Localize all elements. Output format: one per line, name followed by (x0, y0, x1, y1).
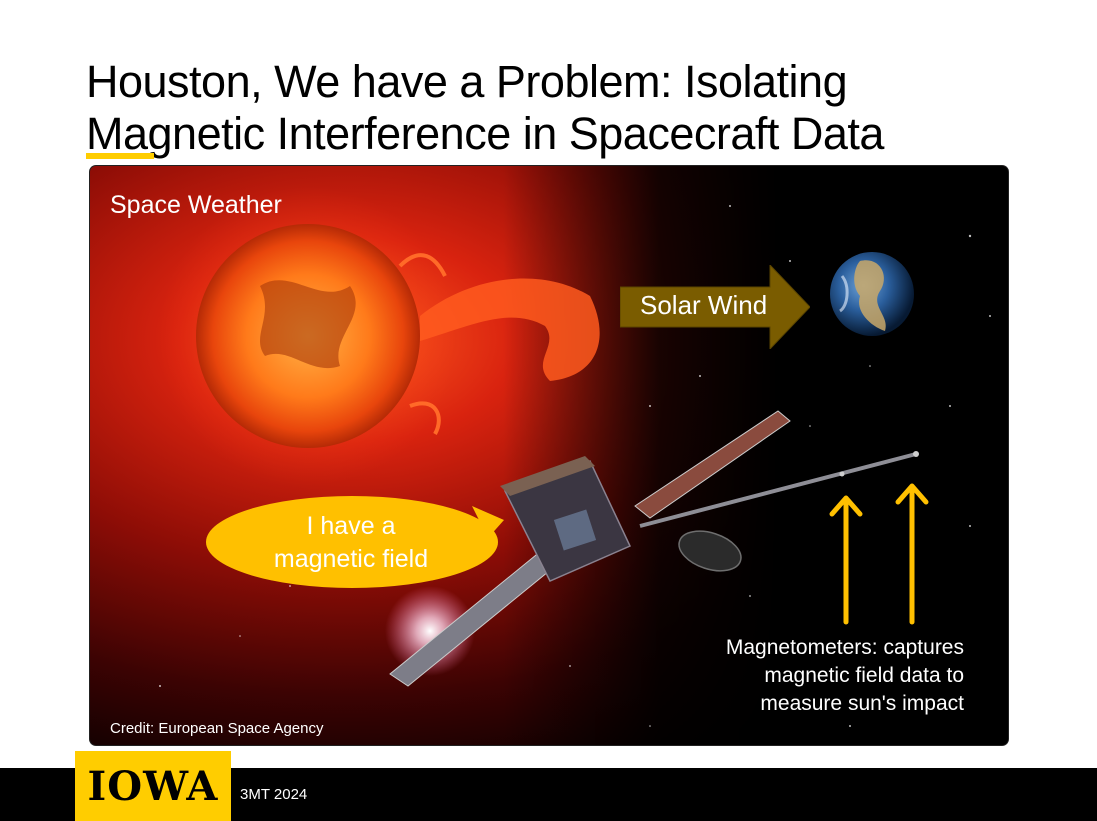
illustration-artwork (158, 186, 991, 727)
speech-bubble-text: I have a magnetic field (204, 510, 498, 576)
space-weather-label: Space Weather (110, 191, 282, 219)
antenna-dish (678, 530, 742, 572)
speech-bubble-shape (206, 496, 504, 588)
speech-bubble-line-2: magnetic field (273, 545, 429, 573)
solar-wind-label: Solar Wind (640, 290, 768, 320)
solar-panel-upper (634, 410, 791, 519)
lens-flare (385, 586, 475, 676)
speech-bubble: I have a magnetic field (204, 494, 504, 594)
magnetometer-boom (639, 452, 917, 528)
slide-title: Houston, We have a Problem: Isolating Ma… (86, 56, 1046, 160)
solar-prominence (420, 278, 600, 381)
space-weather-illustration: Space Weather Solar Wind I have a magnet… (90, 166, 1008, 745)
magnetometers-line-1: Magnetometers: captures (725, 636, 964, 659)
magnetometer-pointer-arrows (829, 483, 929, 625)
image-credit: Credit: European Space Agency (110, 720, 324, 737)
magnetometers-caption: Magnetometers: captures magnetic field d… (650, 634, 964, 718)
iowa-logo-text: IOWA (87, 763, 219, 810)
title-line-1: Houston, We have a Problem: Isolating (86, 56, 848, 107)
solar-wind-arrow-shape (620, 265, 810, 349)
magnetometers-line-2: magnetic field data to (764, 664, 964, 687)
event-label: 3MT 2024 (240, 786, 308, 803)
magnetometers-line-3: measure sun's impact (760, 692, 964, 715)
stars (159, 205, 991, 727)
solar-wind-arrow: Solar Wind (620, 265, 810, 349)
iowa-logo: IOWA (75, 751, 231, 821)
title-accent-underline (86, 153, 154, 159)
speech-bubble-line-1: I have a (306, 512, 396, 540)
title-line-2: Magnetic Interference in Spacecraft Data (86, 108, 884, 159)
